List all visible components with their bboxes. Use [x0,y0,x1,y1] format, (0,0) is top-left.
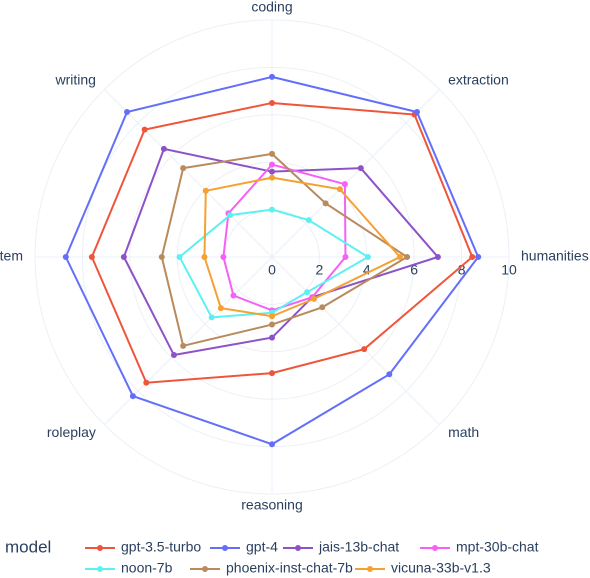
category-label: humanities [521,248,589,264]
r-tick-label: 0 [268,262,276,278]
spoke [104,256,273,425]
legend-marker [202,566,208,572]
point [269,168,275,175]
point [129,393,136,400]
legend-marker [97,566,103,572]
point [269,174,275,181]
point [404,254,411,260]
point [319,304,326,311]
point [305,217,312,224]
point [217,305,224,312]
point [230,292,237,299]
point [269,313,275,320]
point [141,126,148,133]
point [342,254,349,260]
point [170,352,177,359]
point [336,186,343,193]
category-label: writing [54,72,95,88]
point [202,187,209,194]
point [62,254,69,260]
point [269,321,275,328]
legend-title: model [5,537,51,556]
point [160,145,167,152]
category-label: stem [0,248,23,264]
legend-marker [222,545,228,551]
point [176,254,183,260]
category-label: coding [251,0,292,15]
r-tick-label: 4 [363,262,371,278]
legend-marker [432,545,438,551]
legend-label: noon-7b [121,560,173,576]
point [475,254,482,260]
point [227,212,234,219]
point [386,371,393,378]
legend-label: phoenix-inst-chat-7b [226,560,353,576]
legend-label: gpt-3.5-turbo [121,539,201,555]
point [88,254,95,260]
r-tick-label: 6 [410,262,418,278]
category-label: reasoning [241,497,303,513]
point [322,200,329,207]
legend-label: mpt-30b-chat [456,539,539,555]
point [269,441,275,448]
point [469,254,476,260]
point [304,289,311,296]
point [201,254,208,260]
r-tick-label: 2 [316,262,324,278]
legend-marker [97,545,103,551]
point [208,314,215,321]
point [341,181,348,188]
point [269,161,275,168]
point [120,254,127,260]
point [269,150,275,157]
point [310,295,317,302]
point [158,254,165,260]
spoke [104,89,273,258]
point [269,334,275,341]
r-tick-label: 10 [501,262,517,278]
spoke [271,256,440,425]
category-label: roleplay [47,424,96,440]
point [434,254,441,260]
spoke [271,89,440,258]
point [269,99,275,106]
category-label: math [448,424,479,440]
point [180,342,187,349]
point [269,73,275,80]
r-tick-label: 8 [458,262,466,278]
legend-marker [367,566,373,572]
point [180,165,187,172]
legend-label: jais-13b-chat [318,539,399,555]
category-label: extraction [448,72,509,88]
point [357,165,364,172]
point [220,254,227,260]
legend-marker [295,545,301,551]
point [143,379,150,386]
point [413,109,420,116]
point [361,346,368,353]
legend-label: vicuna-33b-v1.3 [391,560,491,576]
point [124,109,131,116]
point [269,370,275,377]
point [269,206,275,213]
legend-label: gpt-4 [246,539,278,555]
point [364,254,371,260]
point [396,254,403,260]
